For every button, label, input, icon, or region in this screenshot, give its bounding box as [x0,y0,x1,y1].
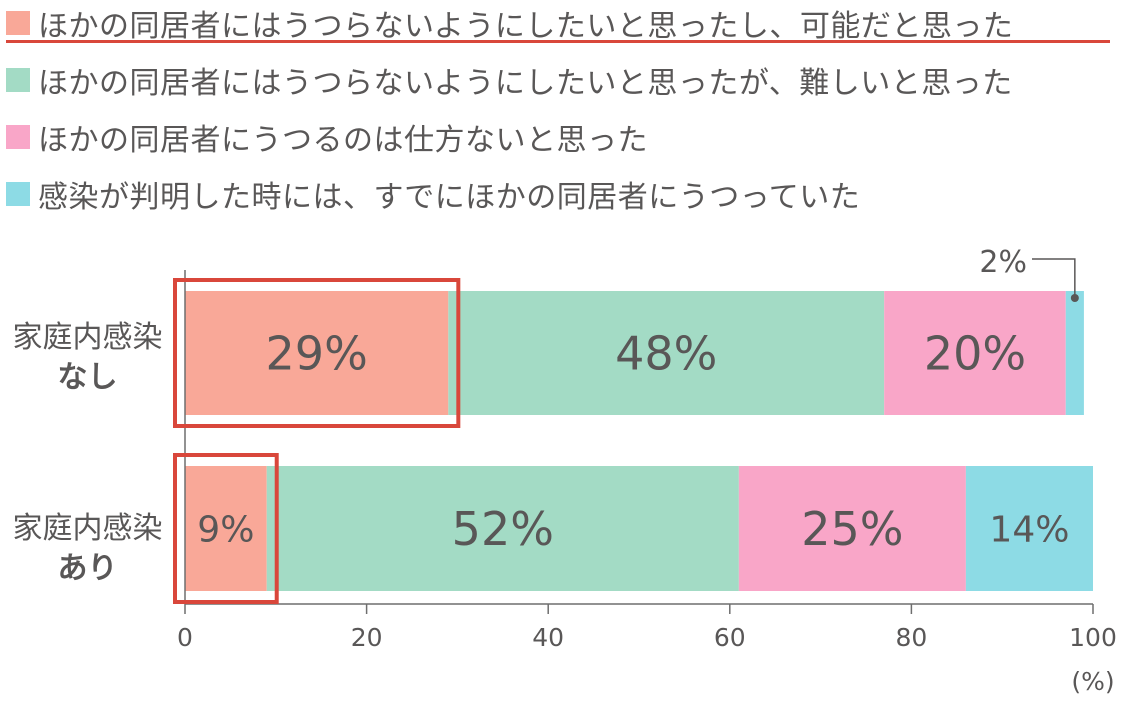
legend-label: ほかの同居者にはうつらないようにしたいと思ったし、可能だと思った [38,9,1014,44]
row-label-no-household-infection: 家庭内感染 なし [0,318,175,398]
highlight-box [173,453,279,604]
x-axis-unit: (%) [1071,667,1114,696]
row-label-line2: あり [57,551,118,586]
x-tick-label: 40 [532,623,564,652]
legend-item: ほかの同居者にはうつらないようにしたいと思ったが、難しいと思った [6,57,1013,103]
legend-item: 感染が判明した時には、すでにほかの同居者にうつっていた [6,171,860,217]
legend-item: ほかの同居者にうつるのは仕方ないと思った [6,114,648,160]
legend-highlight-underline [6,40,1110,43]
legend-swatch [6,182,30,206]
row-label-line1: 家庭内感染 [12,320,163,355]
row-label-line2: なし [57,360,118,395]
legend-label: ほかの同居者にはうつらないようにしたいと思ったが、難しいと思った [38,66,1013,101]
row-label-line1: 家庭内感染 [12,511,163,546]
bar-segment [185,291,449,415]
bar-segment [884,291,1066,415]
legend-item: ほかの同居者にはうつらないようにしたいと思ったし、可能だと思った [6,0,1013,46]
x-tick-label: 100 [1069,623,1117,652]
data-label: 48% [615,327,717,381]
data-label: 2% [979,245,1027,280]
row-label-household-infection: 家庭内感染 あり [0,509,175,589]
data-label: 25% [801,502,903,556]
x-tick-label: 80 [895,623,927,652]
bar-segment [965,466,1093,591]
data-label: 52% [452,502,554,556]
legend-swatch [6,68,30,92]
data-label: 29% [266,327,368,381]
legend-swatch [6,125,30,149]
bar-segment [448,291,885,415]
data-label: 9% [197,509,254,550]
x-tick-label: 60 [714,623,746,652]
x-tick-label: 0 [177,623,193,652]
bar-segment [266,466,739,591]
bar-segment [738,466,966,591]
highlight-box [173,278,461,428]
bar-segment [185,466,267,591]
x-tick-label: 20 [351,623,383,652]
legend-label: 感染が判明した時には、すでにほかの同居者にうつっていた [38,180,861,215]
bar-segment [1065,291,1084,415]
legend-swatch [6,11,30,35]
data-label: 20% [924,327,1026,381]
legend-label: ほかの同居者にうつるのは仕方ないと思った [38,123,648,158]
callout-line [1032,258,1076,298]
data-label: 14% [989,509,1069,550]
